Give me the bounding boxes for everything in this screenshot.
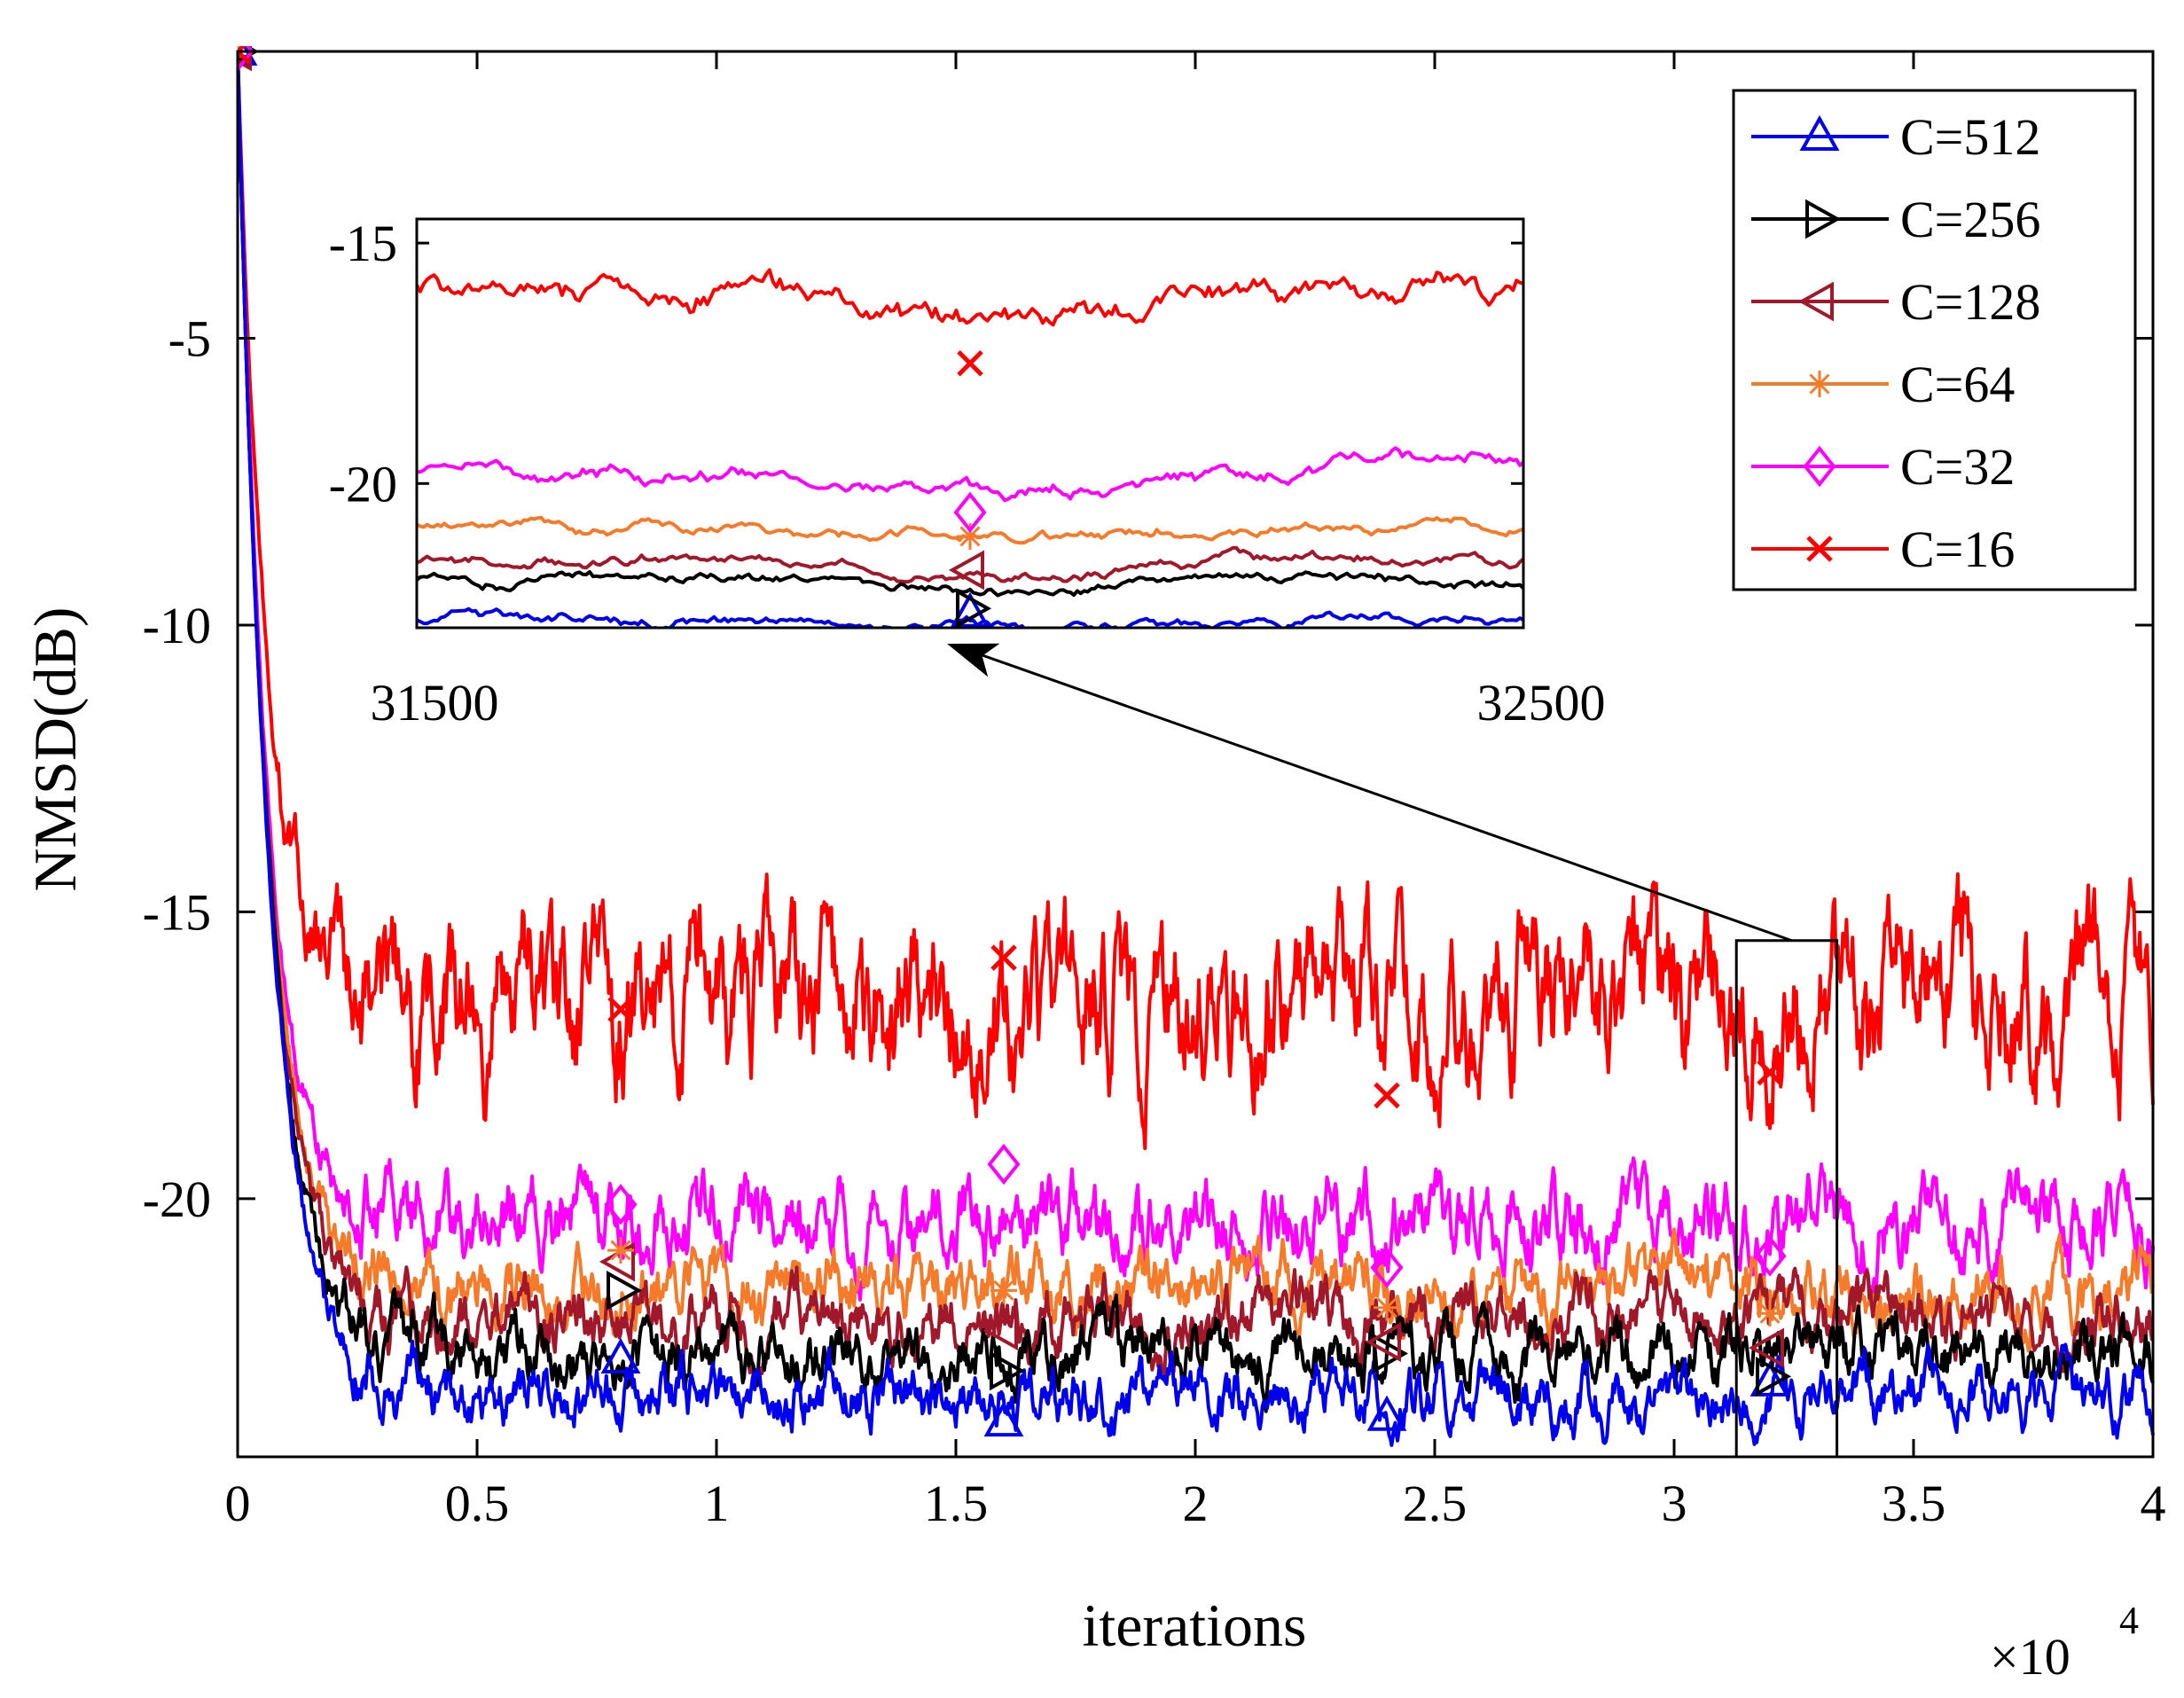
inset-markers (948, 349, 992, 628)
marker-C=64-4 (1757, 1300, 1783, 1327)
inset-x-tick-label: 32500 (1477, 674, 1606, 732)
zoom-arrow-line (964, 647, 1793, 943)
marker-C=16-2 (990, 944, 1017, 971)
inset-frame (415, 217, 1525, 630)
x-axis-exponent: ×10 4 (1990, 1599, 2139, 1686)
inset-line-C=32 (417, 446, 1523, 503)
marker-C=128-2 (982, 1311, 1018, 1351)
legend-marker (1799, 114, 1840, 151)
inset-line-C=128 (417, 545, 1523, 584)
series-markers (238, 46, 1792, 1437)
legend-item-C=256: C=256 (1751, 191, 2040, 248)
x-tick-label: 0 (225, 1475, 251, 1532)
legend-item-C=64: C=64 (1751, 356, 2015, 413)
series-line-C=32 (238, 51, 2155, 1302)
marker-C=64-1 (607, 1237, 634, 1264)
y-tick-label: -20 (143, 1170, 211, 1228)
marker-C=16-0 (238, 46, 251, 65)
marker-C=512-1 (600, 1337, 641, 1374)
marker-C=128-4 (1748, 1327, 1784, 1368)
inset-x-tick-label: 31500 (371, 674, 499, 732)
marker-C=256-1 (607, 1270, 643, 1311)
marker-C=16-4 (1757, 1059, 1783, 1086)
x-tick-label: 3 (1662, 1475, 1687, 1532)
marker-C=128-3 (1365, 1322, 1401, 1363)
x-tick-label: 3.5 (1882, 1475, 1946, 1532)
legend-item-C=16: C=16 (1751, 520, 2015, 578)
marker-C=256-4 (1756, 1357, 1792, 1397)
legend-label: C=64 (1900, 356, 2015, 413)
legend-label: C=512 (1900, 108, 2040, 166)
inset-marker-C=256 (956, 588, 992, 628)
zoom-box (1734, 939, 1839, 1459)
x-tick-label: 4 (2141, 1475, 2166, 1532)
marker-C=16-3 (1374, 1082, 1400, 1109)
inset-line-C=16 (417, 268, 1523, 327)
inset-marker-C=128 (948, 550, 984, 591)
y-axis-title: NMSD(dB) (21, 606, 89, 891)
legend-marker (1805, 199, 1842, 239)
series-line-C=16 (238, 51, 2155, 1151)
y-tick-label: -15 (143, 883, 211, 941)
legend-item-C=512: C=512 (1751, 108, 2040, 166)
legend-box (1732, 89, 2137, 591)
series-line-C=512 (238, 51, 2155, 1447)
marker-C=64-2 (990, 1277, 1017, 1304)
inset-y-tick-label: -15 (329, 215, 397, 272)
y-tick-label: -10 (143, 597, 211, 654)
series-lines (238, 51, 2155, 1447)
x-tick-label: 2.5 (1403, 1475, 1468, 1532)
legend-item-C=32: C=32 (1751, 438, 2015, 496)
zoom-arrow (947, 643, 1793, 943)
marker-C=256-0 (238, 46, 260, 64)
marker-C=32-4 (1753, 1235, 1787, 1277)
x-axis-exponent-base: ×10 (1990, 1628, 2070, 1686)
x-tick-label: 2 (1183, 1475, 1209, 1532)
inset-marker-C=16 (957, 349, 983, 377)
legend-marker (1803, 445, 1836, 488)
legend-label: C=256 (1900, 191, 2040, 248)
inset-line-C=256 (417, 570, 1523, 598)
legend-label: C=32 (1900, 438, 2015, 496)
x-axis-title: iterations (1082, 1592, 1306, 1659)
marker-C=512-3 (1366, 1395, 1407, 1431)
marker-C=32-3 (1370, 1247, 1404, 1288)
legend: C=512 C=256 C=128 C=64 C=32 C=16 (1732, 89, 2137, 591)
zoom-arrow-head (947, 643, 1000, 677)
x-tick-label: 1 (704, 1475, 730, 1532)
marker-C=256-3 (1373, 1334, 1409, 1373)
legend-marker (1806, 371, 1833, 397)
inset-plot: -15 -20 31500 32500 (329, 215, 1793, 943)
marker-C=256-2 (990, 1350, 1026, 1391)
inset-marker-C=512 (950, 591, 990, 628)
x-tick-label: 1.5 (924, 1475, 989, 1532)
x-tick-label: 0.5 (445, 1475, 510, 1532)
marker-C=512-4 (1750, 1360, 1790, 1397)
inset-marker-C=64 (957, 522, 983, 550)
marker-C=512-2 (983, 1401, 1024, 1437)
legend-marker (1797, 281, 1834, 322)
inset-marker-C=32 (953, 491, 987, 534)
y-axis-ticks: -5 -10 -15 -20 (143, 309, 2153, 1228)
marker-C=512-0 (238, 46, 258, 66)
marker-C=16-1 (607, 996, 634, 1023)
legend-label: C=16 (1900, 520, 2015, 578)
marker-C=32-1 (604, 1184, 638, 1225)
marker-C=64-3 (1374, 1294, 1400, 1321)
inset-y-tick-label: -20 (329, 455, 397, 513)
series-line-C=256 (238, 51, 2155, 1413)
legend-marker (1806, 536, 1833, 562)
x-axis-exponent-power: 4 (2119, 1599, 2139, 1642)
inset-lines (417, 268, 1523, 628)
x-axis-ticks: 0 0.5 1 1.5 2 2.5 3 3.5 4 (225, 51, 2166, 1532)
legend-item-C=128: C=128 (1751, 273, 2040, 331)
y-tick-label: -5 (168, 309, 211, 367)
inset-line-C=512 (417, 606, 1523, 628)
marker-C=32-2 (987, 1143, 1021, 1185)
legend-label: C=128 (1900, 273, 2040, 331)
